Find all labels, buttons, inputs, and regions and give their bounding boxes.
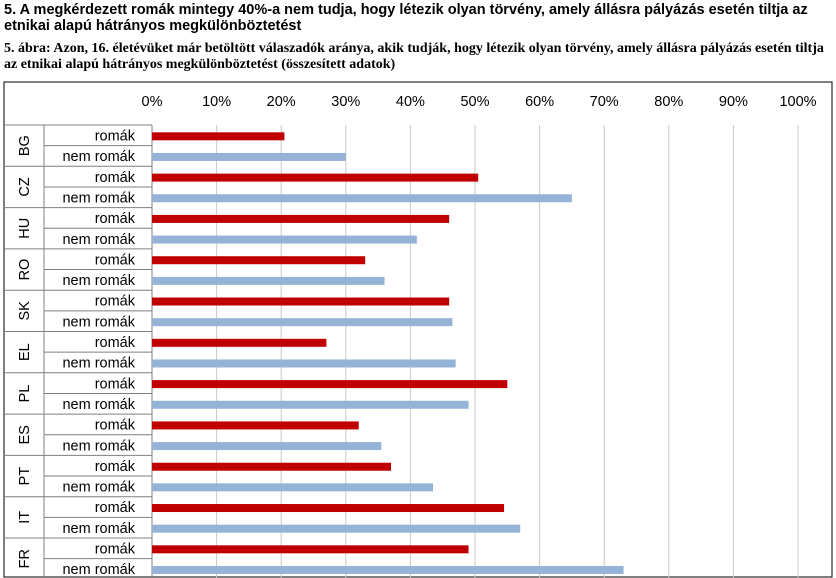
bar-roma [152, 132, 285, 141]
series-label: romák [95, 252, 136, 268]
country-label: SK [17, 301, 33, 321]
series-label: romák [95, 418, 136, 434]
x-tick-label: 50% [460, 94, 489, 110]
x-tick-label: 80% [654, 94, 683, 110]
series-label: romák [95, 542, 136, 558]
bar-non-roma [152, 400, 469, 409]
bar-roma [152, 338, 327, 347]
series-label: nem romák [62, 397, 135, 413]
x-tick-label: 40% [396, 94, 425, 110]
series-label: romák [95, 500, 136, 516]
bar-non-roma [152, 276, 385, 285]
series-label: romák [95, 459, 136, 475]
country-label: HU [17, 218, 33, 239]
country-label: EL [17, 343, 33, 361]
bar-roma [152, 545, 469, 554]
bar-non-roma [152, 318, 453, 327]
series-label: nem romák [62, 562, 135, 578]
bar-non-roma [152, 483, 434, 492]
bar-non-roma [152, 235, 417, 244]
x-tick-label: 100% [779, 94, 816, 110]
country-label: CZ [17, 177, 33, 196]
bar-non-roma [152, 565, 624, 574]
bar-roma [152, 504, 505, 513]
bar-roma [152, 380, 508, 389]
bar-non-roma [152, 194, 572, 203]
country-label: ES [17, 425, 33, 444]
bar-non-roma [152, 152, 346, 161]
x-tick-label: 20% [267, 94, 296, 110]
series-label: nem romák [62, 149, 135, 165]
x-tick-label: 60% [525, 94, 554, 110]
bar-non-roma [152, 359, 456, 368]
series-label: nem romák [62, 480, 135, 496]
x-tick-label: 30% [331, 94, 360, 110]
country-label: IT [17, 511, 33, 524]
series-label: nem romák [62, 314, 135, 330]
series-label: romák [95, 211, 136, 227]
series-label: nem romák [62, 273, 135, 289]
series-label: romák [95, 335, 136, 351]
x-tick-label: 90% [719, 94, 748, 110]
bar-non-roma [152, 524, 521, 533]
bar-roma [152, 173, 479, 182]
country-label: PT [17, 467, 33, 486]
x-tick-label: 0% [142, 94, 163, 110]
series-label: romák [95, 376, 136, 392]
series-label: nem romák [62, 438, 135, 454]
figure-caption: 5. ábra: Azon, 16. életévüket már betölt… [4, 41, 824, 72]
bar-roma [152, 256, 366, 265]
series-label: nem romák [62, 190, 135, 206]
country-label: RO [17, 259, 33, 281]
bar-roma [152, 297, 450, 306]
country-label: BG [17, 135, 33, 156]
bar-non-roma [152, 442, 382, 451]
series-label: romák [95, 170, 136, 186]
series-label: romák [95, 129, 136, 145]
series-label: nem romák [62, 232, 135, 248]
series-label: nem romák [62, 521, 135, 537]
country-label: FR [17, 549, 33, 568]
series-label: nem romák [62, 356, 135, 372]
bar-roma [152, 462, 392, 471]
x-tick-label: 10% [202, 94, 231, 110]
series-label: romák [95, 294, 136, 310]
page-heading: 5. A megkérdezett romák mintegy 40%-a ne… [4, 2, 808, 34]
chart-border [3, 81, 833, 578]
bar-roma [152, 421, 359, 430]
country-label: PL [17, 385, 33, 403]
bar-roma [152, 214, 450, 223]
x-tick-label: 70% [590, 94, 619, 110]
